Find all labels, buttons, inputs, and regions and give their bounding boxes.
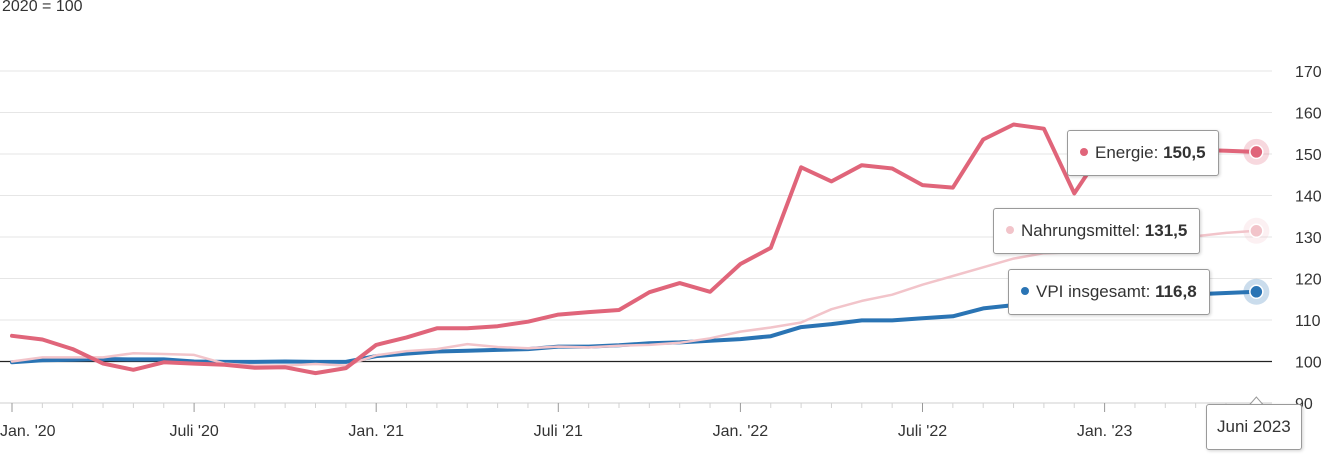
tooltip-nahrungsmittel-label: Nahrungsmittel: (1021, 221, 1141, 240)
marker-nahrungsmittel (1249, 223, 1264, 239)
tooltip-nahrungsmittel-value: 131,5 (1144, 221, 1188, 240)
y-tick-label-110: 110 (1295, 313, 1321, 330)
tooltip-nahrungsmittel: Nahrungsmittel: 131,5 (993, 208, 1201, 254)
x-tick-label: Jan. '23 (1077, 423, 1133, 440)
marker-energie (1249, 144, 1264, 160)
marker-vpi-insgesamt (1249, 284, 1264, 300)
unit-label: 2020 = 100 (2, 0, 83, 15)
tooltip-energie-value: 150,5 (1163, 143, 1206, 162)
energie-legend-dot (1080, 147, 1088, 156)
x-tick-label: Juli '22 (898, 423, 947, 440)
series-line-energie (10, 122, 1259, 376)
y-tick-label-120: 120 (1295, 272, 1322, 289)
x-tick-label: Jan. '21 (348, 423, 404, 440)
x-tick-label: Juli '21 (534, 423, 583, 440)
x-tick-label: Juli '20 (169, 423, 218, 440)
vpi-legend-dot (1021, 286, 1029, 295)
tooltip-energie-label: Energie: (1095, 143, 1159, 162)
y-tick-label-170: 170 (1295, 64, 1322, 81)
y-tick-label-100: 100 (1295, 355, 1322, 372)
x-hover-label: Juni 2023 (1206, 404, 1302, 450)
tooltip-vpi-label: VPI insgesamt: (1036, 282, 1151, 301)
tooltip-vpi: VPI insgesamt: 116,8 (1008, 269, 1210, 315)
x-tick-label: Jan. '20 (0, 423, 56, 440)
tooltip-energie: Energie: 150,5 (1067, 130, 1219, 176)
tooltip-vpi-value: 116,8 (1155, 282, 1197, 301)
y-tick-label-160: 160 (1295, 106, 1322, 123)
y-tick-label-150: 150 (1295, 147, 1322, 164)
y-tick-label-140: 140 (1295, 189, 1322, 206)
y-tick-label-130: 130 (1295, 230, 1322, 247)
nahrungsmittel-legend-dot (1006, 225, 1014, 234)
x-tick-label: Jan. '22 (713, 423, 769, 440)
